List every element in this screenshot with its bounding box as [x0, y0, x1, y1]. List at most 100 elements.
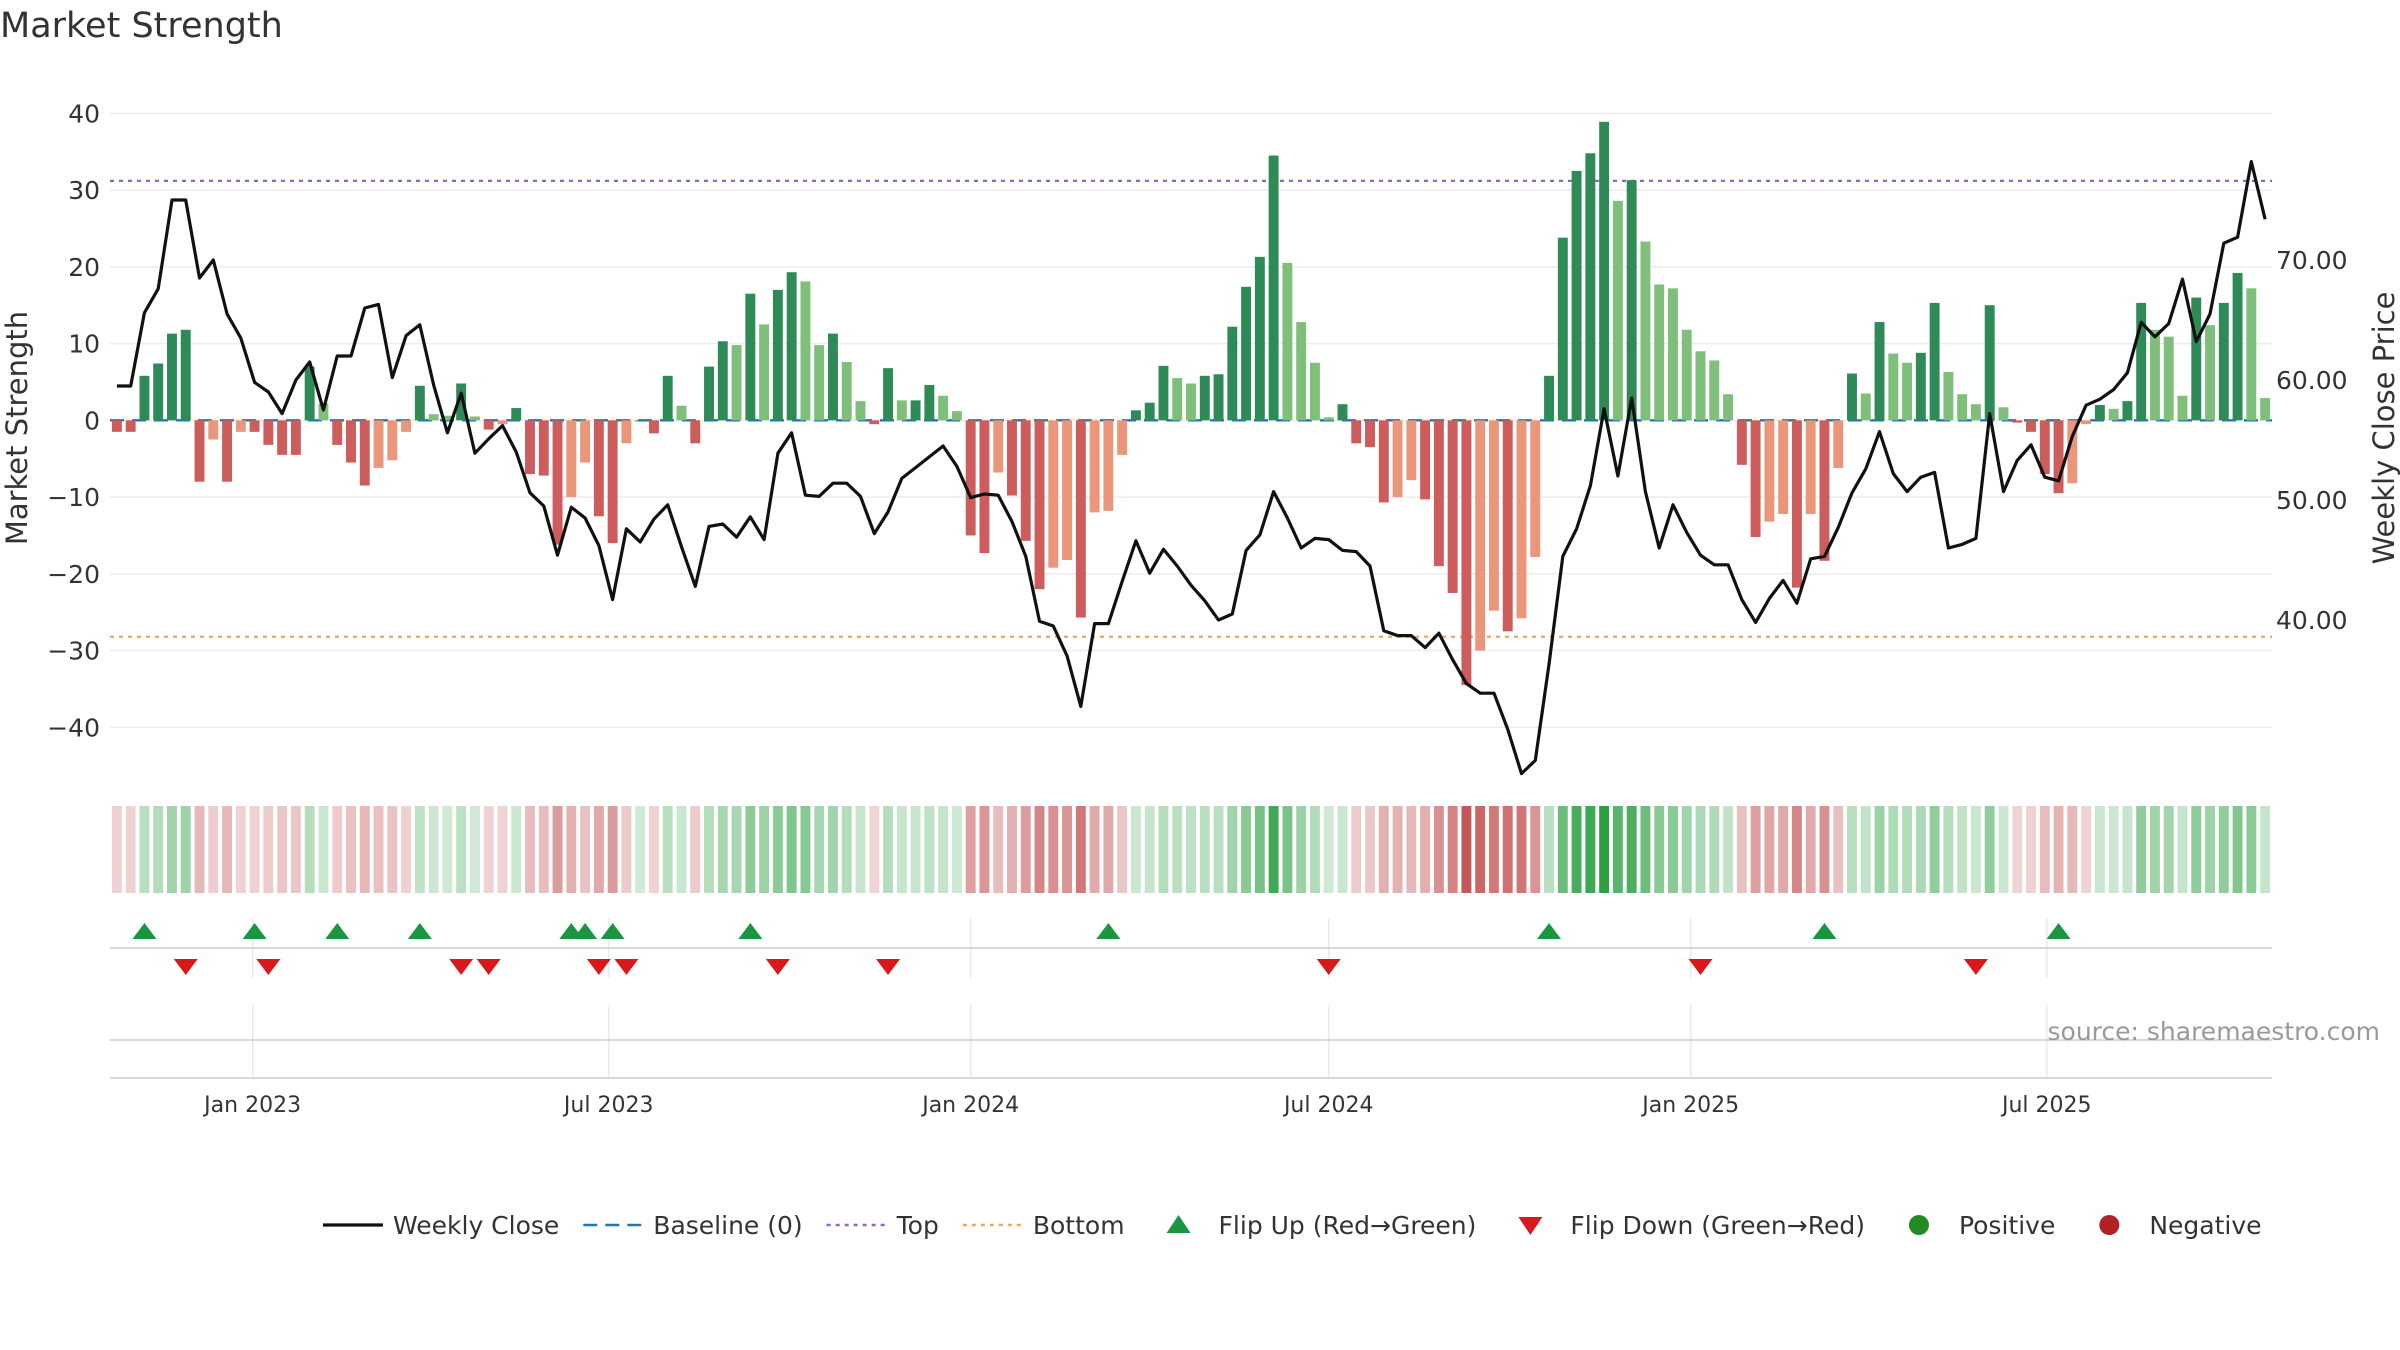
heat-cell	[1874, 806, 1885, 893]
heat-cell	[346, 806, 356, 893]
strength-bar	[2149, 329, 2160, 421]
legend-swatch-circle	[2099, 1215, 2120, 1235]
strength-bar	[2122, 401, 2133, 421]
strength-bar	[290, 420, 301, 455]
y-tick-label-left: −30	[47, 637, 100, 666]
strength-bar	[1365, 420, 1375, 448]
strength-bar	[1158, 365, 1169, 421]
strength-bar	[332, 420, 343, 445]
strength-bar	[1805, 420, 1816, 514]
strength-bar	[304, 366, 315, 421]
strength-bar	[194, 420, 205, 482]
heat-cell	[2026, 806, 2036, 893]
heat-cell	[2163, 806, 2174, 893]
strength-bar	[1874, 322, 1885, 421]
legend-label: Negative	[2149, 1211, 2261, 1240]
strength-bar	[1585, 153, 1596, 421]
strength-bar	[786, 272, 797, 421]
legend-swatch-tri-down	[1518, 1217, 1543, 1235]
flip-down-marker	[614, 959, 639, 975]
strength-bar	[1695, 351, 1706, 421]
heat-cell	[1392, 806, 1403, 893]
strength-bar	[621, 420, 632, 444]
heat-cell	[1557, 806, 1568, 893]
legend-item: Negative	[2099, 1211, 2262, 1240]
heat-cell	[1847, 806, 1857, 893]
gridlines	[110, 112, 2272, 1078]
flip-up-marker	[573, 923, 598, 939]
flip-down-marker	[256, 959, 281, 975]
heat-cell	[1089, 806, 1100, 893]
heat-cell	[2260, 806, 2271, 893]
heat-cell	[1957, 806, 1968, 893]
strength-bar	[580, 420, 591, 463]
heat-cell	[1571, 806, 1582, 893]
strength-bar	[1888, 353, 1899, 421]
weekly-close-line	[116, 160, 2267, 776]
heat-cell	[1461, 806, 1472, 893]
heat-cell	[111, 806, 122, 893]
heat-cell	[1075, 806, 1086, 893]
strength-bar	[1819, 420, 1830, 561]
strength-bar	[1089, 420, 1100, 513]
heat-cell	[745, 806, 756, 893]
strength-bar	[1351, 420, 1362, 444]
heat-cell	[538, 806, 549, 893]
strength-bar	[965, 420, 976, 536]
strength-bar	[1337, 404, 1348, 421]
heat-cell	[125, 806, 136, 893]
strength-bar	[855, 401, 866, 421]
heat-cell	[1612, 806, 1623, 893]
flip-up-marker	[738, 923, 763, 939]
heat-cell	[1530, 806, 1541, 893]
strength-bar	[1420, 420, 1431, 500]
strength-bar	[139, 375, 150, 421]
y-tick-label-left: 0	[84, 406, 100, 435]
strength-bar	[111, 420, 122, 432]
heat-cell	[290, 806, 301, 893]
strength-bar	[731, 345, 742, 421]
y-tick-label-left: 40	[68, 99, 100, 128]
strength-bar	[497, 420, 508, 425]
strength-bar	[1957, 394, 1968, 421]
strength-heatmap-strip	[111, 806, 2271, 893]
heat-cell	[2191, 806, 2202, 893]
strength-bar	[883, 368, 894, 421]
strength-bar	[1406, 420, 1417, 481]
heat-cell	[222, 806, 233, 893]
strength-bar	[1020, 420, 1031, 541]
heat-cell	[428, 806, 439, 893]
heat-cell	[717, 806, 728, 893]
heat-cell	[690, 806, 701, 893]
strength-bar	[469, 416, 480, 421]
heat-cell	[1158, 806, 1169, 893]
x-tick-label: Jul 2024	[1282, 1093, 1374, 1118]
heat-cell	[883, 806, 894, 893]
y-tick-label-right: 40.00	[2276, 606, 2348, 635]
strength-bar	[896, 400, 907, 421]
y-axis-right: 70.00 60.00 50.00 40.00	[2276, 246, 2348, 635]
heat-cell	[593, 806, 604, 893]
heat-cell	[2205, 806, 2215, 893]
strength-bar	[1736, 420, 1747, 465]
y-tick-label-left: 20	[68, 253, 100, 282]
heat-cell	[1984, 806, 1995, 893]
heat-cell	[800, 806, 811, 893]
strength-bar	[1984, 305, 1995, 421]
heat-cell	[1736, 806, 1747, 893]
strength-bar	[1640, 241, 1651, 421]
strength-bar	[1530, 420, 1541, 557]
heat-cell	[1062, 806, 1073, 893]
strength-bar	[2081, 420, 2092, 425]
heat-cell	[910, 806, 921, 893]
y-axis-left-label: Market Strength	[0, 311, 34, 545]
strength-bar	[607, 420, 618, 544]
strength-bar	[938, 395, 949, 421]
strength-bar	[1709, 360, 1720, 421]
chart-title: Market Strength	[0, 6, 283, 46]
strength-bar	[208, 420, 219, 440]
strength-bar	[1915, 352, 1926, 421]
strength-bar	[772, 289, 783, 421]
heat-cell	[235, 806, 246, 893]
